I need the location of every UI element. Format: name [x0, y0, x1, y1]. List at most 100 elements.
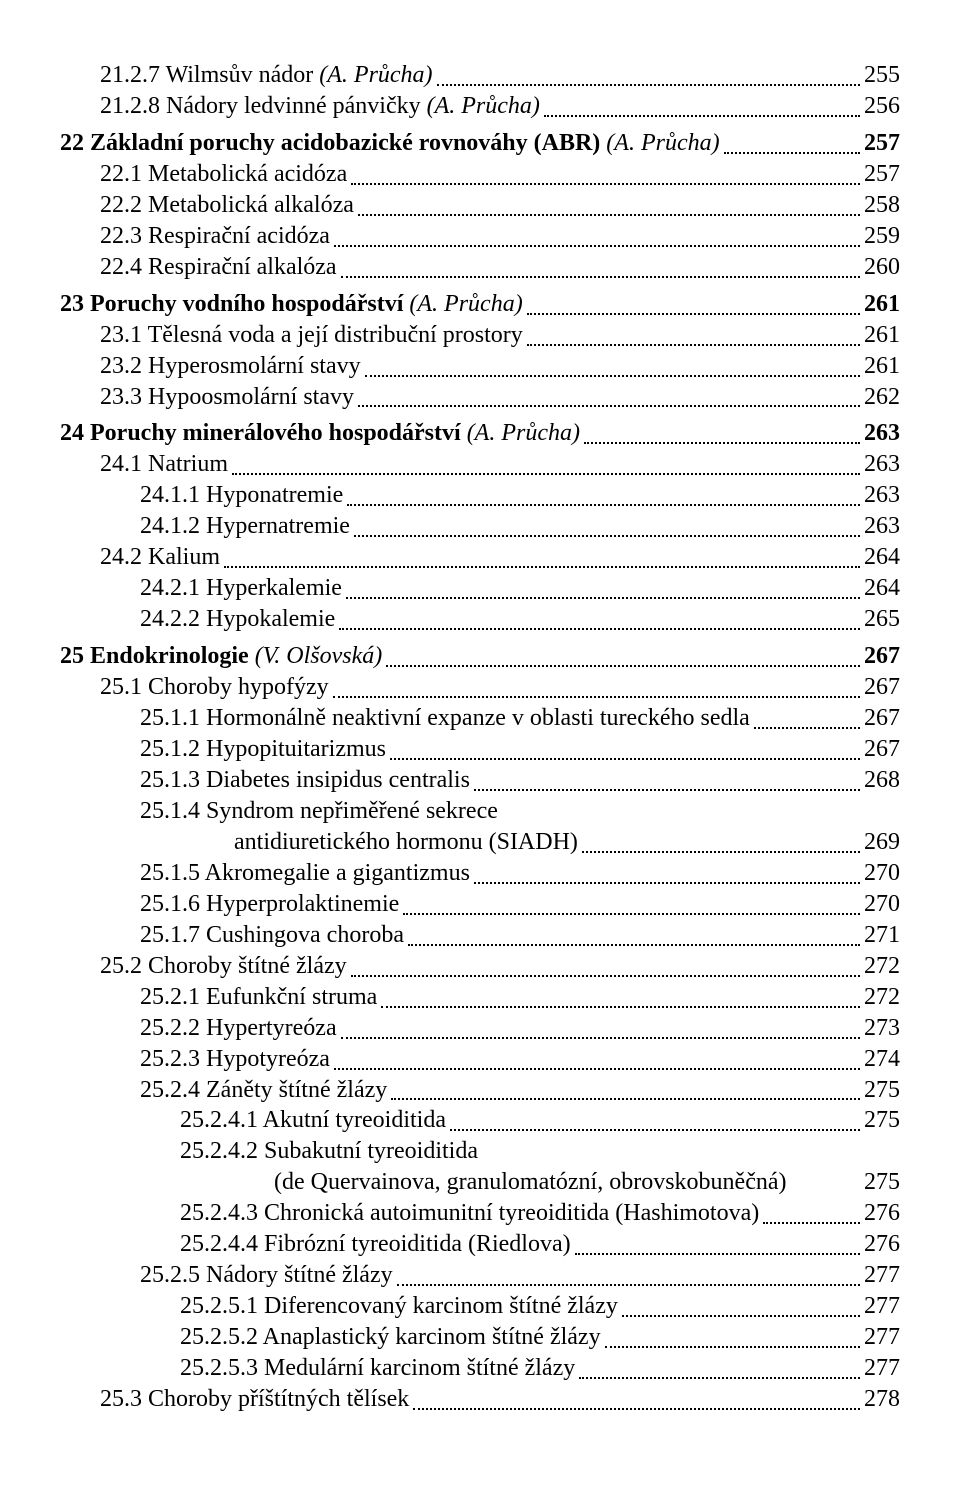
toc-label: 22 Základní poruchy acidobazické rovnová… — [60, 128, 720, 159]
toc-page-number: 273 — [864, 1013, 900, 1044]
toc-entry: 21.2.7 Wilmsův nádor (A. Průcha)255 — [60, 60, 900, 91]
toc-page-number: 257 — [864, 128, 900, 159]
toc-entry: 25.1.1 Hormonálně neaktivní expanze v ob… — [60, 703, 900, 734]
toc-entry: 25.2.4.2 Subakutní tyreoiditida — [60, 1136, 900, 1167]
toc-entry: 23.3 Hypoosmolární stavy262 — [60, 382, 900, 413]
toc-entry: 25.2.5.2 Anaplastický karcinom štítné žl… — [60, 1322, 900, 1353]
toc-label: 25.2.5.3 Medulární karcinom štítné žlázy — [180, 1353, 575, 1384]
toc-page-number: 261 — [864, 289, 900, 320]
toc-page-number: 263 — [864, 418, 900, 449]
toc-leader-dots — [544, 114, 860, 117]
toc-leader-dots — [622, 1314, 860, 1317]
toc-label: 25.1 Choroby hypofýzy — [100, 672, 329, 703]
toc-page-number: 263 — [864, 449, 900, 480]
toc-page-number: 267 — [864, 703, 900, 734]
toc-entry: 22 Základní poruchy acidobazické rovnová… — [60, 128, 900, 159]
toc-leader-dots — [403, 912, 860, 915]
toc-page-number: 277 — [864, 1322, 900, 1353]
toc-leader-dots — [334, 244, 860, 247]
toc-page-number: 275 — [864, 1167, 900, 1198]
toc-label: 22.3 Respirační acidóza — [100, 221, 330, 252]
toc-leader-dots — [386, 664, 860, 667]
toc-page-number: 278 — [864, 1384, 900, 1415]
toc-label: 25.1.7 Cushingova choroba — [140, 920, 404, 951]
toc-label: 25.2.4 Záněty štítné žlázy — [140, 1075, 387, 1106]
toc-leader-dots — [413, 1407, 860, 1410]
toc-leader-dots — [754, 726, 860, 729]
toc-page-number: 269 — [864, 827, 900, 858]
toc-leader-dots — [358, 213, 860, 216]
toc-page-number: 277 — [864, 1291, 900, 1322]
toc-label: 21.2.7 Wilmsův nádor (A. Průcha) — [100, 60, 433, 91]
toc-page-number: 276 — [864, 1198, 900, 1229]
toc-leader-dots — [724, 151, 860, 154]
toc-leader-dots — [582, 850, 860, 853]
toc-leader-dots — [390, 757, 860, 760]
toc-label: 24.1.1 Hyponatremie — [140, 480, 343, 511]
toc-label: 25.2.1 Eufunkční struma — [140, 982, 377, 1013]
toc-page-number: 265 — [864, 604, 900, 635]
toc-page-number: 274 — [864, 1044, 900, 1075]
toc-label: 25.1.1 Hormonálně neaktivní expanze v ob… — [140, 703, 750, 734]
toc-label: 25.2.4.4 Fibrózní tyreoiditida (Riedlova… — [180, 1229, 571, 1260]
toc-label: 25.2.5.1 Diferencovaný karcinom štítné ž… — [180, 1291, 618, 1322]
toc-label: 25.2.4.2 Subakutní tyreoiditida — [180, 1136, 478, 1167]
toc-entry: 25.2.5.1 Diferencovaný karcinom štítné ž… — [60, 1291, 900, 1322]
toc-label: 25.2.4.3 Chronická autoimunitní tyreoidi… — [180, 1198, 759, 1229]
toc-page-number: 271 — [864, 920, 900, 951]
toc-leader-dots — [391, 1097, 860, 1100]
toc-entry: 25.2.2 Hypertyreóza273 — [60, 1013, 900, 1044]
toc-page-number: 263 — [864, 480, 900, 511]
toc-page-number: 275 — [864, 1105, 900, 1136]
toc-page-number: 267 — [864, 672, 900, 703]
toc-page-number: 277 — [864, 1353, 900, 1384]
toc-entry: 24.1.2 Hypernatremie263 — [60, 511, 900, 542]
toc-entry: 25 Endokrinologie (V. Olšovská)267 — [60, 641, 900, 672]
toc-entry: 22.4 Respirační alkalóza 260 — [60, 252, 900, 283]
toc-label: 24.1 Natrium — [100, 449, 228, 480]
toc-author: (A. Průcha) — [461, 420, 580, 446]
toc-leader-dots — [763, 1221, 860, 1224]
toc-page-number: 259 — [864, 221, 900, 252]
toc-entry-continuation: antidiuretického hormonu (SIADH) 269 — [60, 827, 900, 858]
toc-leader-dots — [339, 627, 860, 630]
toc-page-number: 260 — [864, 252, 900, 283]
toc-label: antidiuretického hormonu (SIADH) — [234, 827, 578, 858]
toc-page-number: 261 — [864, 320, 900, 351]
toc-entry: 25.1.4 Syndrom nepřiměřené sekrece — [60, 796, 900, 827]
toc-leader-dots — [527, 343, 860, 346]
toc-page-number: 267 — [864, 641, 900, 672]
toc-page-number: 275 — [864, 1075, 900, 1106]
toc-author: (A. Průcha) — [313, 62, 432, 88]
toc-page-number: 261 — [864, 351, 900, 382]
toc-entry: 24.1.1 Hyponatremie 263 — [60, 480, 900, 511]
toc-entry: 25.1.2 Hypopituitarizmus267 — [60, 734, 900, 765]
toc-leader-dots — [224, 565, 860, 568]
toc-entry: 24.2.2 Hypokalemie265 — [60, 604, 900, 635]
toc-page-number: 264 — [864, 573, 900, 604]
toc-author: (V. Olšovská) — [249, 643, 383, 669]
table-of-contents: 21.2.7 Wilmsův nádor (A. Průcha)25521.2.… — [60, 60, 900, 1415]
toc-page-number: 270 — [864, 858, 900, 889]
toc-label: 24.2 Kalium — [100, 542, 220, 573]
toc-entry: 23.1 Tělesná voda a její distribuční pro… — [60, 320, 900, 351]
toc-label: 22.2 Metabolická alkalóza — [100, 190, 354, 221]
toc-entry: 24.1 Natrium 263 — [60, 449, 900, 480]
toc-page-number: 268 — [864, 765, 900, 796]
toc-label: 23.2 Hyperosmolární stavy — [100, 351, 361, 382]
toc-label: (de Quervainova, granulomatózní, obrovsk… — [274, 1167, 787, 1198]
toc-label: 23.3 Hypoosmolární stavy — [100, 382, 354, 413]
toc-entry: 24 Poruchy minerálového hospodářství (A.… — [60, 418, 900, 449]
toc-entry: 25.2.4 Záněty štítné žlázy 275 — [60, 1075, 900, 1106]
toc-entry: 25.2.5.3 Medulární karcinom štítné žlázy… — [60, 1353, 900, 1384]
toc-leader-dots — [365, 374, 860, 377]
toc-entry-continuation: (de Quervainova, granulomatózní, obrovsk… — [60, 1167, 900, 1198]
toc-label: 25.1.3 Diabetes insipidus centralis — [140, 765, 470, 796]
toc-leader-dots — [351, 182, 860, 185]
toc-leader-dots — [347, 503, 860, 506]
toc-label: 22.4 Respirační alkalóza — [100, 252, 337, 283]
toc-leader-dots — [358, 404, 860, 407]
toc-label: 25.1.5 Akromegalie a gigantizmus — [140, 858, 470, 889]
toc-page-number: 258 — [864, 190, 900, 221]
toc-page-number: 263 — [864, 511, 900, 542]
